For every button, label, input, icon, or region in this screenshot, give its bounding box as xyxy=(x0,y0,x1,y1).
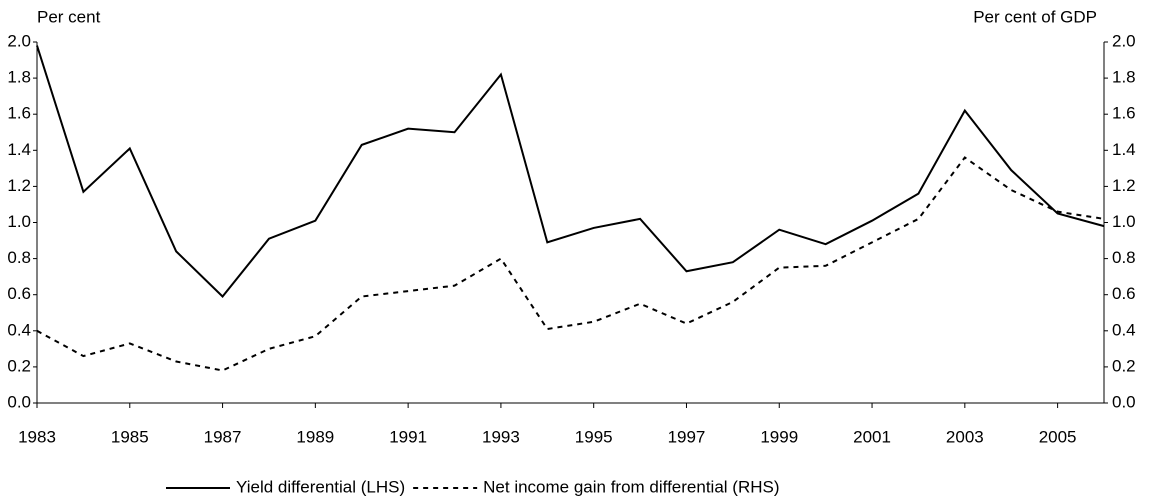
x-tick-label: 1983 xyxy=(18,427,56,446)
x-tick-label: 1995 xyxy=(575,427,613,446)
y2-tick-label: 1.6 xyxy=(1112,104,1136,123)
legend-label: Yield differential (LHS) xyxy=(236,477,405,496)
x-tick-label: 1989 xyxy=(296,427,334,446)
y-axis-label: Per cent xyxy=(37,7,101,26)
series-line xyxy=(36,156,1105,372)
y-tick-label: 1.2 xyxy=(7,176,31,195)
x-tick-label: 1987 xyxy=(204,427,242,446)
y2-tick-label: 0.4 xyxy=(1112,320,1136,339)
y-tick-label: 1.0 xyxy=(7,212,31,231)
y2-tick-label: 1.4 xyxy=(1112,140,1136,159)
legend-label: Net income gain from differential (RHS) xyxy=(483,477,779,496)
x-tick-label: 1999 xyxy=(760,427,798,446)
series-line xyxy=(36,45,1105,298)
x-tick-label: 1993 xyxy=(482,427,520,446)
y2-tick-label: 0.6 xyxy=(1112,284,1136,303)
y2-tick-label: 0.8 xyxy=(1112,248,1136,267)
y-tick-label: 0.4 xyxy=(7,320,31,339)
x-tick-label: 1985 xyxy=(111,427,149,446)
x-tick-label: 2005 xyxy=(1039,427,1077,446)
x-tick-label: 2001 xyxy=(853,427,891,446)
y2-tick-label: 2.0 xyxy=(1112,31,1136,50)
y-tick-label: 0.8 xyxy=(7,248,31,267)
y2-tick-label: 1.0 xyxy=(1112,212,1136,231)
x-tick-label: 2003 xyxy=(946,427,984,446)
y-tick-label: 1.8 xyxy=(7,68,31,87)
y-tick-label: 0.6 xyxy=(7,284,31,303)
y-tick-label: 0.0 xyxy=(7,392,31,411)
y-tick-label: 2.0 xyxy=(7,31,31,50)
y2-tick-label: 0.2 xyxy=(1112,356,1136,375)
y-tick-label: 1.6 xyxy=(7,104,31,123)
y2-tick-label: 1.2 xyxy=(1112,176,1136,195)
y-tick-label: 0.2 xyxy=(7,356,31,375)
x-tick-label: 1997 xyxy=(668,427,706,446)
y2-tick-label: 0.0 xyxy=(1112,392,1136,411)
x-tick-label: 1991 xyxy=(389,427,427,446)
y-tick-label: 1.4 xyxy=(7,140,31,159)
y2-tick-label: 1.8 xyxy=(1112,68,1136,87)
y2-axis-label: Per cent of GDP xyxy=(973,7,1097,26)
